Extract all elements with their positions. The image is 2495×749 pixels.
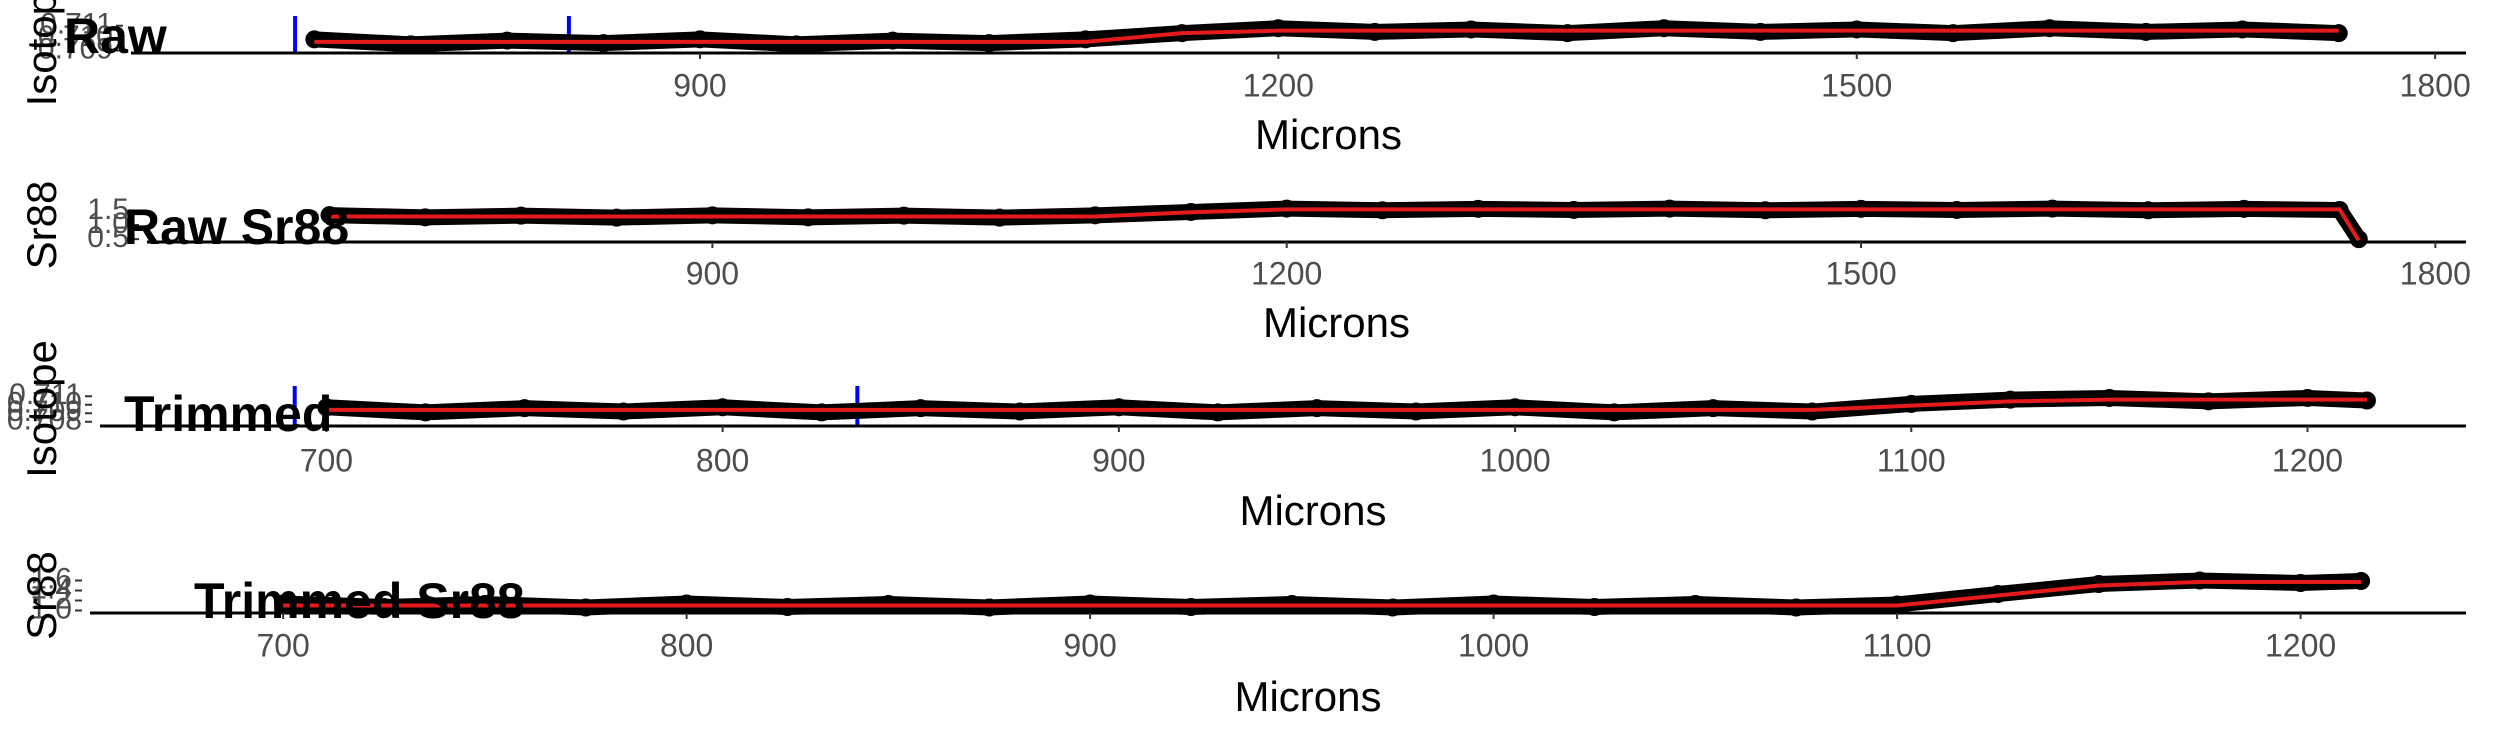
y-axis-title: Isotope bbox=[18, 0, 65, 106]
y-axis-title: Sr88 bbox=[18, 181, 65, 270]
x-tick-label: 700 bbox=[300, 442, 353, 478]
x-tick-label: 1200 bbox=[1243, 67, 1314, 103]
point bbox=[1208, 403, 1227, 422]
y-tick-label: 1.6 bbox=[30, 562, 72, 595]
point bbox=[401, 35, 420, 54]
point bbox=[1944, 24, 1963, 43]
x-tick-label: 800 bbox=[696, 442, 749, 478]
x-tick-label: 1200 bbox=[2265, 627, 2336, 663]
panel-title: Trimmed bbox=[124, 386, 332, 442]
y-tick-label: 1.5 bbox=[87, 193, 129, 226]
point bbox=[2040, 19, 2059, 38]
y-tick-label: 1.0 bbox=[87, 207, 129, 240]
x-tick-label: 1100 bbox=[1877, 442, 1946, 478]
point bbox=[690, 30, 709, 49]
x-tick-label: 900 bbox=[673, 67, 726, 103]
point bbox=[1605, 403, 1624, 422]
panel: 700 800 900 1000 1100 1200 1.01.21.41.6 Microns… bbox=[18, 551, 2466, 720]
x-tick-label: 700 bbox=[256, 627, 309, 663]
y-tick-label: 1.0 bbox=[30, 592, 72, 625]
smooth-line bbox=[326, 397, 2367, 412]
y-tick-label: 0.711 bbox=[9, 378, 82, 411]
y-tick-label: 0.709 bbox=[38, 32, 113, 65]
y-tick-label: 0.709 bbox=[7, 395, 82, 428]
point-band bbox=[275, 572, 2370, 616]
y-tick-label: 1.4 bbox=[30, 572, 72, 605]
point bbox=[416, 403, 435, 422]
point bbox=[1506, 398, 1525, 417]
x-axis-title: Microns bbox=[1255, 111, 1402, 158]
y-tick-label: 0.711 bbox=[40, 8, 113, 41]
panel-title: Raw Sr88 bbox=[124, 199, 349, 255]
panel-title: Trimmed Sr88 bbox=[194, 573, 525, 629]
x-tick-label: 1800 bbox=[2400, 255, 2471, 291]
y-axis-title: Isotope bbox=[18, 340, 65, 478]
x-tick-label: 900 bbox=[1092, 442, 1145, 478]
x-tick-label: 1500 bbox=[1821, 67, 1892, 103]
point bbox=[305, 30, 324, 49]
x-tick-label: 1500 bbox=[1825, 255, 1896, 291]
x-tick-label: 1200 bbox=[1251, 255, 1322, 291]
y-tick-label: 1.2 bbox=[30, 582, 72, 615]
y-tick-label: 0.710 bbox=[38, 20, 113, 53]
x-tick-label: 900 bbox=[1063, 627, 1116, 663]
smooth-line bbox=[314, 28, 2339, 44]
x-axis-title: Microns bbox=[1239, 487, 1386, 534]
point bbox=[1076, 30, 1095, 49]
point bbox=[787, 35, 806, 54]
point bbox=[1654, 19, 1673, 38]
x-axis-title: Microns bbox=[1234, 673, 1381, 720]
point bbox=[1109, 398, 1128, 417]
x-axis-title: Microns bbox=[1263, 299, 1410, 346]
point bbox=[713, 398, 732, 417]
y-axis-title: Sr88 bbox=[18, 551, 65, 640]
smooth-line bbox=[329, 207, 2361, 242]
x-tick-label: 1200 bbox=[2272, 442, 2343, 478]
x-tick-label: 800 bbox=[660, 627, 713, 663]
panel: 900 1200 1500 1800 0.51.01.5 Microns Sr88 Raw S… bbox=[18, 181, 2471, 346]
x-tick-label: 900 bbox=[686, 255, 739, 291]
y-tick-label: 0.5 bbox=[87, 221, 129, 254]
smooth-line bbox=[283, 580, 2362, 608]
point bbox=[1558, 24, 1577, 43]
point bbox=[812, 403, 831, 422]
x-tick-label: 1100 bbox=[1863, 627, 1932, 663]
x-tick-label: 1000 bbox=[1458, 627, 1529, 663]
panel: 700 800 900 1000 1100 1200 0.7080.7090.7100.71… bbox=[7, 340, 2466, 534]
y-tick-label: 0.708 bbox=[7, 404, 82, 437]
x-tick-label: 1800 bbox=[2400, 67, 2471, 103]
x-tick-label: 1000 bbox=[1479, 442, 1550, 478]
point bbox=[1269, 19, 1288, 38]
y-tick-label: 0.710 bbox=[7, 387, 82, 420]
point bbox=[2329, 24, 2348, 43]
panel-title: Raw bbox=[64, 8, 167, 64]
